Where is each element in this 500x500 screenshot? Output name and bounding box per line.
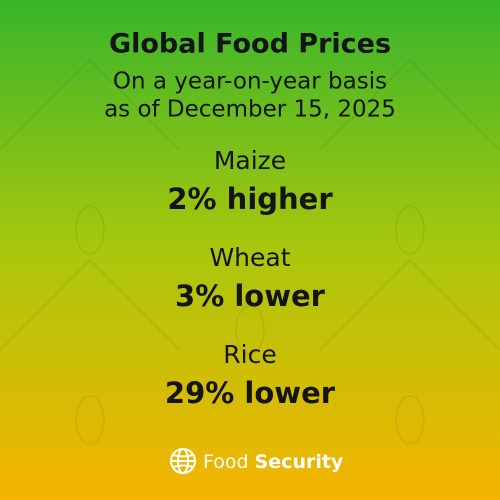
globe-icon bbox=[170, 448, 196, 474]
subtitle: On a year-on-year basis bbox=[113, 69, 387, 95]
title: Global Food Prices bbox=[109, 29, 391, 60]
brand-regular: Food bbox=[203, 451, 249, 473]
item-change: 2% higher bbox=[167, 182, 333, 216]
item-change: 29% lower bbox=[165, 376, 336, 410]
subtitle: as of December 15, 2025 bbox=[104, 97, 396, 123]
item-change: 3% lower bbox=[175, 279, 326, 313]
wheat-pattern bbox=[0, 58, 500, 445]
item-name: Wheat bbox=[209, 243, 290, 272]
brand: Food Security bbox=[203, 451, 344, 473]
items: Maize 2% higher Wheat 3% lower Rice 29% lower bbox=[165, 146, 336, 410]
item-name: Maize bbox=[214, 146, 286, 175]
item-name: Rice bbox=[223, 340, 276, 369]
brand-bold: Security bbox=[255, 451, 344, 473]
footer: Food Security bbox=[170, 448, 344, 474]
